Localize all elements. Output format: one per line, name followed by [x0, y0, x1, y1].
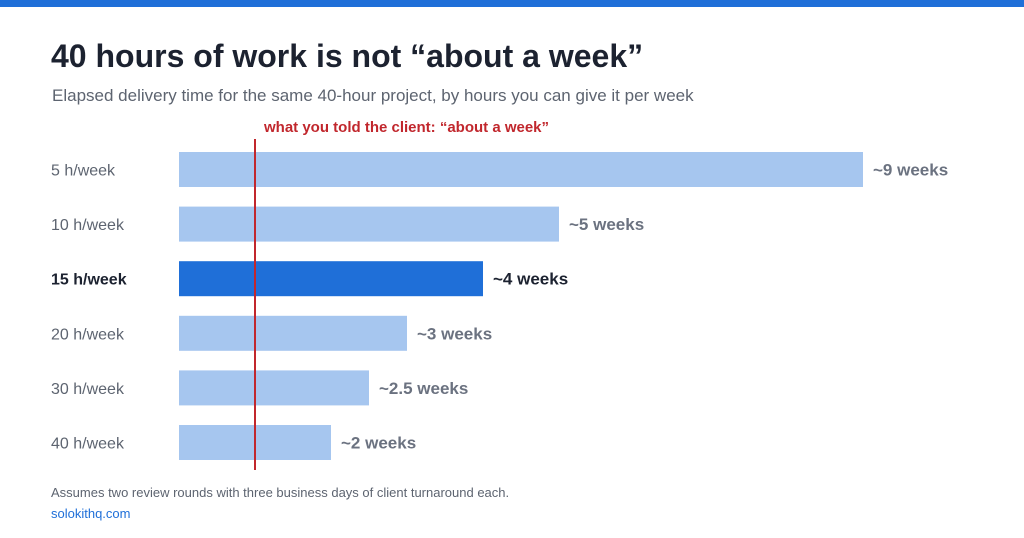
value-label: ~2 weeks: [341, 434, 416, 453]
bar-4: [179, 370, 369, 406]
value-label: ~2.5 weeks: [379, 379, 468, 398]
reference-line-label: what you told the client: “about a week”: [263, 119, 549, 136]
chart-title: 40 hours of work is not “about a week”: [51, 38, 644, 74]
value-label: ~3 weeks: [417, 324, 492, 343]
category-label: 15 h/week: [51, 272, 127, 289]
top-accent-bar: [0, 0, 1024, 7]
value-label: ~4 weeks: [493, 270, 568, 289]
source-link[interactable]: solokithq.com: [51, 506, 131, 521]
category-label: 20 h/week: [51, 326, 125, 343]
category-label: 5 h/week: [51, 163, 116, 180]
bar-3: [179, 315, 407, 351]
value-label: ~9 weeks: [873, 161, 948, 180]
category-label: 40 h/week: [51, 436, 125, 453]
bar-1: [179, 206, 559, 242]
category-label: 30 h/week: [51, 381, 125, 398]
value-label: ~5 weeks: [569, 215, 644, 234]
chart-footnote: Assumes two review rounds with three bus…: [51, 485, 510, 500]
category-label: 10 h/week: [51, 217, 125, 234]
bar-2: [179, 261, 483, 297]
chart-subtitle: Elapsed delivery time for the same 40-ho…: [52, 86, 694, 105]
bar-0: [179, 152, 863, 187]
